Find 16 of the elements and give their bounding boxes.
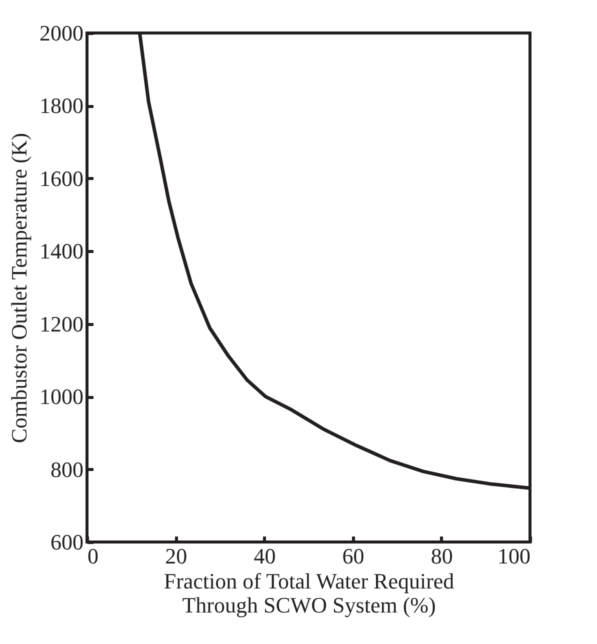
y-tick-label: 800 (50, 456, 84, 482)
x-tick-label: 60 (342, 544, 364, 568)
x-tick-label: 0 (88, 544, 98, 568)
x-tick-label: 20 (165, 544, 188, 568)
y-tick-label: 1400 (40, 238, 84, 264)
y-tick-label: 600 (50, 530, 84, 554)
x-tick-label: 40 (254, 544, 276, 568)
y-tick-label: 1200 (40, 311, 84, 336)
y-tick-label: 1800 (40, 93, 84, 118)
y-tick-label: 1600 (40, 166, 84, 191)
y-axis-title: Combustor Outlet Temperature (K) (6, 132, 32, 444)
x-axis-title: Fraction of Total Water Required Through SCWO System (%) (164, 568, 454, 618)
y-tick-label: 1000 (40, 384, 84, 410)
x-tick-label: 100 (498, 544, 530, 568)
y-tick-label: 2000 (40, 20, 84, 46)
x-tick-label: 80 (430, 544, 453, 568)
